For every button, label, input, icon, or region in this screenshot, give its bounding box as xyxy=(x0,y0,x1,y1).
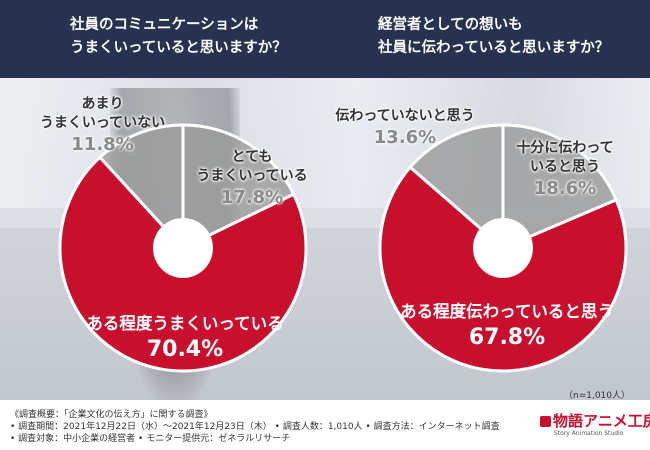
c2-value-somewhat-conveyed: 67.8% xyxy=(468,325,546,350)
c2-label-fully-conveyed-line-1: 十分に伝わって xyxy=(516,140,614,156)
question-1-line-2: うまくいっていると思いますか？ xyxy=(70,40,287,56)
c1-label-very-good-line-1: とても xyxy=(231,149,273,165)
c1-value-somewhat-good: 70.4% xyxy=(146,337,224,362)
c1-donut-hole xyxy=(153,218,213,278)
c1-label-somewhat-good: ある程度うまくいっている 70.4% xyxy=(60,312,310,364)
c1-label-not-good-line-2: うまくいっていない xyxy=(39,115,166,131)
c2-label-somewhat-conveyed-line-1: ある程度伝わっていると思う xyxy=(400,302,614,321)
question-1-line-1: 社員のコミュニケーションは xyxy=(70,17,259,33)
c1-value-very-good: 17.8% xyxy=(220,187,284,208)
c1-slice-0 xyxy=(181,123,296,251)
brand-logo-subtitle: Story Animation Studio xyxy=(554,430,624,437)
survey-target-line: • 調査対象：中小企業の経営者 • モニター提供元：ゼネラルリサーチ xyxy=(10,434,291,444)
c2-value-not-conveyed: 13.6% xyxy=(373,127,437,148)
c2-label-fully-conveyed: 十分に伝わって いると思う 18.6% xyxy=(500,139,630,201)
c1-label-very-good: とても うまくいっている 17.8% xyxy=(187,148,317,210)
c1-label-not-good: あまり うまくいっていない 11.8% xyxy=(30,95,175,157)
c2-slice-0 xyxy=(501,123,619,251)
c2-donut-hole xyxy=(473,218,533,278)
c1-label-not-good-line-1: あまり xyxy=(81,96,124,112)
question-2-line-1: 経営者としての想いも xyxy=(378,17,523,33)
c2-label-not-conveyed: 伝わっていないと思う 13.6% xyxy=(330,107,480,150)
brand-logo-text: 物語アニメ工房 xyxy=(553,412,650,430)
brand-logo: 物語アニメ工房 Story Animation Studio xyxy=(540,410,650,442)
brand-logo-name: 物語アニメ工房 xyxy=(540,410,650,431)
c1-value-not-good: 11.8% xyxy=(71,134,134,155)
sample-size-note: （n=1,010人） xyxy=(563,391,630,401)
film-icon xyxy=(540,416,551,427)
c2-value-fully-conveyed: 18.6% xyxy=(533,178,597,199)
c1-label-very-good-line-2: うまくいっている xyxy=(196,168,308,184)
c2-label-not-conveyed-line-1: 伝わっていないと思う xyxy=(335,108,475,124)
survey-period-line: • 調査期間：2021年12月22日（水）〜2021年12月23日（木） • 調… xyxy=(10,422,500,432)
survey-overview: 《調査概要：「企業文化の伝え方」に関する調査》 xyxy=(10,410,213,420)
question-1: 社員のコミュニケーションは うまくいっていると思いますか？ xyxy=(70,14,287,60)
c2-label-somewhat-conveyed: ある程度伝わっていると思う 67.8% xyxy=(382,300,632,352)
c1-slice-2 xyxy=(97,123,185,252)
c2-label-fully-conveyed-line-2: いると思う xyxy=(530,159,600,175)
question-2-line-2: 社員に伝わっていると思いますか？ xyxy=(378,40,610,56)
question-2: 経営者としての想いも 社員に伝わっていると思いますか？ xyxy=(378,14,609,60)
c1-label-somewhat-good-line-1: ある程度うまくいっている xyxy=(86,314,284,333)
header-band: 社員のコミュニケーションは うまくいっていると思いますか？ 経営者としての想いも… xyxy=(0,0,650,78)
c2-slice-2 xyxy=(408,123,505,252)
